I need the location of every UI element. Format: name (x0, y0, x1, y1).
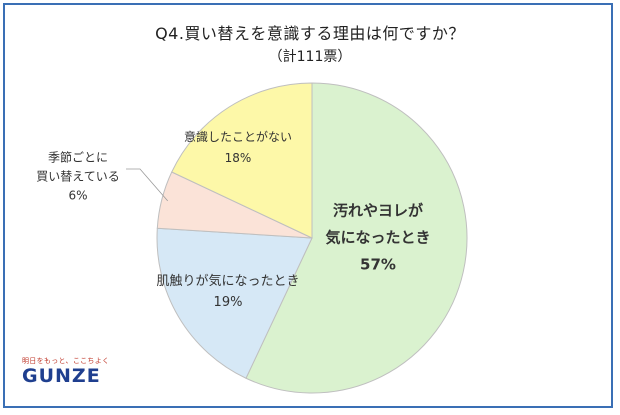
slice-value-label-3: 18% (225, 151, 252, 165)
slice-label-2: 季節ごとに (48, 150, 108, 165)
slice-label-2: 買い替えている (36, 170, 119, 184)
slice-value-label-2: 6% (68, 189, 87, 203)
gunze-logo: 明日をもっと、ここちよく GUNZE (22, 356, 112, 386)
chart-title: Q4.買い替えを意識する理由は何ですか？ (155, 24, 465, 43)
pie-slice-0 (245, 82, 468, 394)
slice-label-0: 汚れやヨレが (333, 202, 424, 220)
logo-tagline: 明日をもっと、ここちよく (22, 357, 110, 365)
pie-slice-1 (156, 227, 313, 379)
slice-value-label-1: 19% (214, 295, 243, 310)
slice-label-0: 気になったとき (325, 229, 430, 247)
slice-value-label-0: 57% (360, 256, 396, 274)
pie-slice-3 (171, 82, 313, 239)
slice-label-3: 意識したことがない (184, 129, 292, 144)
slice-label-1: 肌触りが気になったとき (156, 273, 299, 289)
logo-wordmark: GUNZE (22, 365, 101, 387)
leader-line-2 (126, 168, 169, 202)
chart-subtitle: （計111票） (268, 49, 352, 65)
